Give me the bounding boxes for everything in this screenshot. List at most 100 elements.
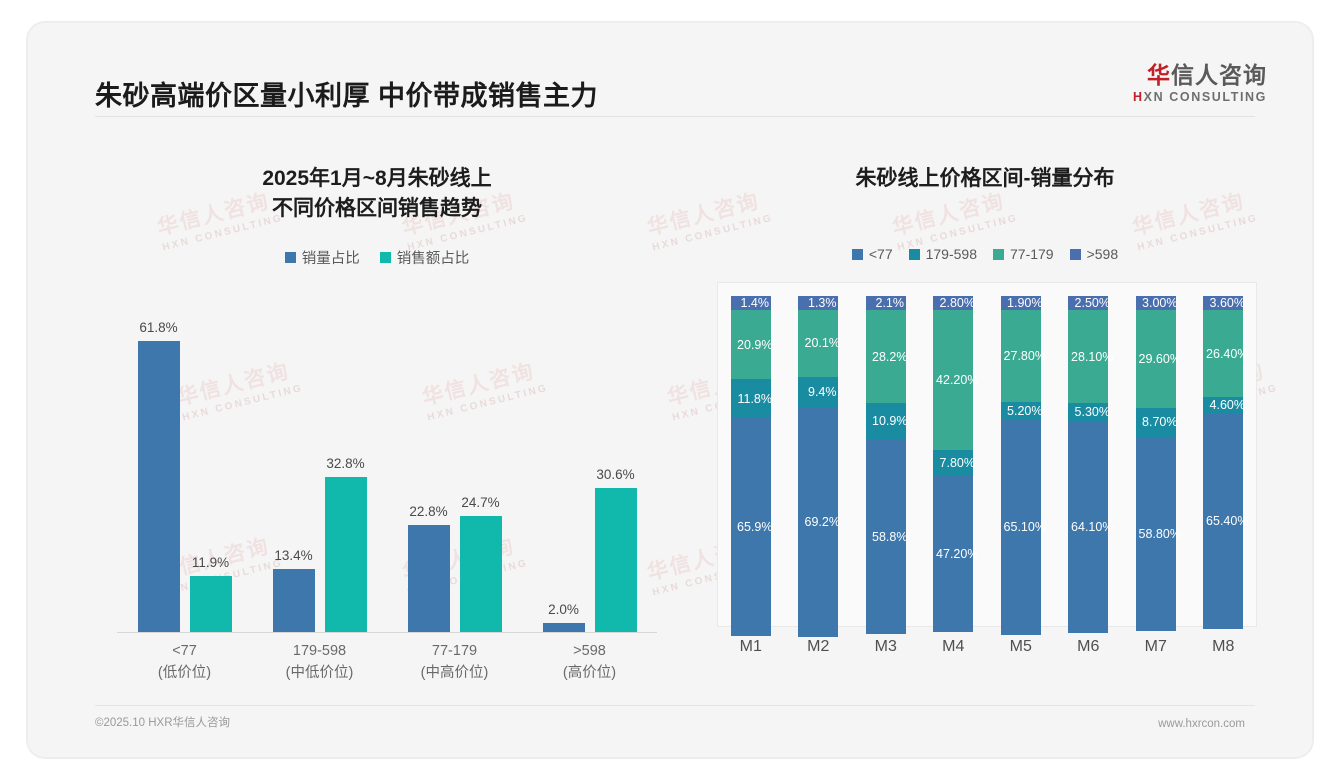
stacked-bar[interactable]: 1.90% 27.80% 5.20% 65.10%	[1000, 296, 1046, 635]
left-chart-panel: 2025年1月~8月朱砂线上 不同价格区间销售趋势 销量占比 销售额占比 61.8…	[67, 132, 687, 702]
stacked-bar[interactable]: 1.4% 20.9% 11.8% 65.9%	[730, 296, 773, 637]
company-logo: 华信人咨询 HXN CONSULTING	[1133, 62, 1267, 104]
stack-segment-value-label: 27.80%	[1003, 349, 1046, 363]
stack-segment-179-598[interactable]: 10.9%	[865, 403, 907, 440]
footer-divider	[95, 705, 1255, 706]
stack-segment-179-598[interactable]: 4.60%	[1203, 397, 1245, 413]
stack-segment-value-label: 65.9%	[737, 520, 773, 535]
bar-销量占比[interactable]: 22.8%	[407, 504, 450, 632]
stack-segment->598[interactable]: 3.00%	[1135, 296, 1177, 310]
legend-swatch-icon	[993, 248, 1004, 260]
bar-销售额占比[interactable]: 11.9%	[189, 555, 232, 632]
logo-english-text: HXN CONSULTING	[1133, 90, 1267, 104]
legend-label: 销售额占比	[396, 250, 470, 267]
stack-segment-value-label: 47.20%	[936, 546, 979, 561]
stack-segment-value-label: 1.4%	[740, 296, 770, 310]
x-axis-tick-label: M5	[1009, 638, 1032, 655]
grouped-bar-x-labels: <77 (低价位) 179-598 (中低价位) 77-179 (中高价位) >598 (高价…	[117, 640, 657, 685]
x-axis-tick-label: <77 (低价位)	[117, 640, 252, 685]
legend-swatch-icon	[284, 251, 296, 263]
stacked-bar[interactable]: 3.60% 26.40% 4.60% 65.40%	[1203, 296, 1248, 630]
x-axis-tick-label: M6	[1077, 638, 1100, 655]
bar-销售额占比[interactable]: 30.6%	[594, 467, 637, 632]
bar-销售额占比[interactable]: 24.7%	[459, 495, 502, 632]
stack-segment-<77[interactable]: 64.10%	[1068, 420, 1113, 633]
legend-item-1[interactable]: 179-598	[908, 246, 977, 262]
legend-item-1[interactable]: 销售额占比	[379, 247, 470, 268]
x-tick-secondary: (中高价位)	[420, 665, 489, 682]
x-axis-tick-label: M2	[807, 638, 830, 655]
stack-segment->598[interactable]: 1.90%	[1000, 296, 1042, 310]
stack-segment-77-179[interactable]: 26.40%	[1203, 310, 1248, 398]
stack-segment-value-label: 3.60%	[1209, 296, 1245, 310]
stack-segment-<77[interactable]: 65.10%	[1000, 419, 1046, 635]
stack-segment-value-label: 20.9%	[737, 337, 773, 352]
grouped-bar-plot-area: 61.8% 11.9% 13.4% 32.8% 22.8% 24.7% 2.0% 30.6%	[117, 302, 657, 632]
stack-segment-<77[interactable]: 47.20%	[933, 475, 978, 632]
stack-segment-77-179[interactable]: 28.10%	[1068, 310, 1113, 403]
bar-group: 13.4% 32.8%	[252, 302, 387, 632]
stack-segment-<77[interactable]: 58.80%	[1135, 436, 1181, 632]
stack-segment-value-label: 2.80%	[939, 296, 975, 310]
stack-segment-77-179[interactable]: 20.1%	[798, 310, 840, 377]
footer-copyright: ©2025.10 HXR华信人咨询	[95, 717, 231, 729]
stacked-column: 1.3% 20.1% 9.4% 69.2%	[785, 296, 853, 637]
legend-item-0[interactable]: 销量占比	[284, 247, 360, 268]
legend-item-2[interactable]: 77-179	[993, 246, 1054, 262]
stack-segment->598[interactable]: 2.50%	[1068, 296, 1110, 310]
stack-segment-179-598[interactable]: 11.8%	[730, 379, 772, 419]
stack-segment->598[interactable]: 2.1%	[865, 296, 906, 310]
stack-segment-179-598[interactable]: 7.80%	[933, 449, 975, 476]
stack-segment-value-label: 11.8%	[737, 391, 772, 406]
stack-segment-value-label: 5.30%	[1074, 404, 1110, 419]
x-tick-primary: <77	[172, 643, 197, 659]
logo-chinese-text: 华信人咨询	[1133, 62, 1267, 88]
bar-value-label: 32.8%	[326, 456, 365, 472]
stack-segment-value-label: 1.3%	[808, 296, 837, 310]
legend-item-0[interactable]: <77	[851, 246, 893, 262]
stacked-bar[interactable]: 3.00% 29.60% 8.70% 58.80%	[1135, 296, 1181, 632]
stacked-column: 1.4% 20.9% 11.8% 65.9%	[717, 296, 785, 637]
bar-销量占比[interactable]: 61.8%	[137, 320, 180, 632]
bar-value-label: 24.7%	[461, 494, 500, 510]
bar-销量占比[interactable]: 2.0%	[542, 602, 585, 632]
stack-segment->598[interactable]: 1.4%	[730, 296, 771, 310]
x-axis-tick-label: M1	[739, 638, 762, 655]
stacked-bar[interactable]: 2.80% 42.20% 7.80% 47.20%	[933, 296, 978, 632]
stack-segment-179-598[interactable]: 5.30%	[1068, 403, 1110, 421]
stack-segment-<77[interactable]: 58.8%	[865, 439, 907, 635]
grouped-bar-x-axis	[117, 632, 657, 633]
bar-value-label: 22.8%	[409, 503, 448, 519]
stack-segment-77-179[interactable]: 20.9%	[730, 310, 773, 380]
bar-value-label: 13.4%	[274, 547, 313, 563]
stack-segment-value-label: 9.4%	[808, 385, 837, 400]
stack-segment-77-179[interactable]: 29.60%	[1135, 310, 1181, 408]
bar-销售额占比[interactable]: 32.8%	[324, 456, 367, 632]
bar-销量占比[interactable]: 13.4%	[272, 548, 315, 632]
stack-segment-<77[interactable]: 65.9%	[730, 418, 773, 637]
stack-segment->598[interactable]: 2.80%	[933, 296, 975, 310]
stack-segment-value-label: 58.80%	[1138, 527, 1181, 542]
bar-group: 22.8% 24.7%	[387, 302, 522, 632]
stack-segment-179-598[interactable]: 5.20%	[1000, 402, 1042, 420]
stack-segment-179-598[interactable]: 8.70%	[1135, 407, 1177, 437]
page-title: 朱砂高端价区量小利厚 中价带成销售主力	[95, 81, 599, 111]
stack-segment->598[interactable]: 1.3%	[798, 296, 839, 310]
stacked-bar[interactable]: 2.50% 28.10% 5.30% 64.10%	[1068, 296, 1113, 633]
stack-segment-value-label: 2.1%	[875, 296, 905, 310]
stacked-bar[interactable]: 2.1% 28.2% 10.9% 58.8%	[865, 296, 907, 635]
stack-segment-<77[interactable]: 65.40%	[1203, 412, 1248, 630]
stack-segment-77-179[interactable]: 27.80%	[1000, 310, 1046, 403]
stack-segment-<77[interactable]: 69.2%	[798, 407, 840, 637]
right-chart-panel: 朱砂线上价格区间-销量分布 <77 179-598 77-179 >598 1.4% 2…	[695, 132, 1275, 702]
stacked-bar-chart: 1.4% 20.9% 11.8% 65.9% 1.3% 20.1% 9.4% 69.2% 2.1…	[703, 282, 1269, 702]
stack-segment-77-179[interactable]: 42.20%	[933, 310, 978, 450]
stack-segment->598[interactable]: 3.60%	[1203, 296, 1245, 310]
stack-segment-77-179[interactable]: 28.2%	[865, 310, 907, 404]
stack-segment-value-label: 69.2%	[804, 515, 840, 530]
x-axis-tick-label: M8	[1212, 638, 1235, 655]
stack-segment-179-598[interactable]: 9.4%	[798, 376, 839, 408]
stack-segment-value-label: 29.60%	[1138, 351, 1181, 366]
legend-item-3[interactable]: >598	[1069, 246, 1118, 262]
stacked-bar[interactable]: 1.3% 20.1% 9.4% 69.2%	[798, 296, 840, 637]
